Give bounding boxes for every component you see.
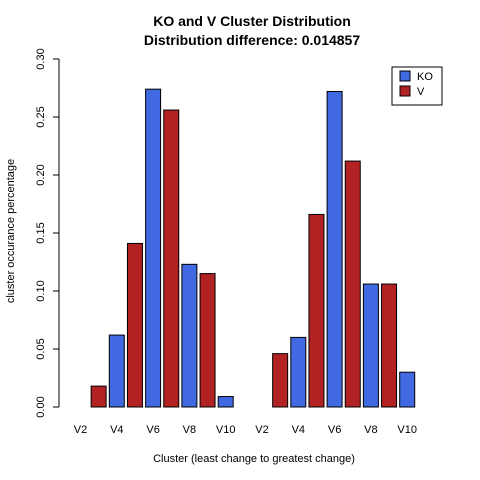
bar-v10	[217, 396, 234, 408]
bar-v3	[272, 353, 289, 408]
x-tick-label: V4	[292, 424, 305, 436]
legend-label-ko: KO	[417, 71, 433, 83]
y-tick-label: 0.00	[35, 396, 47, 417]
y-tick-label: 0.30	[35, 48, 47, 69]
x-tick-labels: V2 V4 V6 V8 V10 V2 V4 V6 V8 V10	[74, 424, 417, 436]
chart-subtitle: Distribution difference: 0.014857	[144, 32, 361, 48]
bar-v10	[399, 371, 416, 408]
y-tick-label: 0.05	[35, 338, 47, 359]
legend: KO V	[391, 66, 443, 106]
legend-label-v: V	[417, 86, 425, 98]
bar-v9	[381, 283, 398, 408]
bar-v8	[181, 263, 198, 408]
x-tick-label: V10	[397, 424, 417, 436]
y-tick-label: 0.20	[35, 164, 47, 185]
x-tick-label: V2	[255, 424, 268, 436]
x-tick-label: V8	[183, 424, 196, 436]
bar-v4	[108, 334, 125, 408]
x-tick-label: V8	[364, 424, 377, 436]
y-tick-label: 0.15	[35, 222, 47, 243]
legend-swatch-v	[399, 85, 411, 97]
bar-v7	[344, 160, 361, 408]
bar-v4	[290, 336, 307, 408]
bar-v8	[362, 283, 379, 408]
x-axis-label: Cluster (least change to greatest change…	[153, 453, 355, 465]
bars	[90, 88, 416, 408]
bar-v9	[199, 273, 216, 408]
bar-v6	[326, 90, 343, 408]
bar-v6	[145, 88, 162, 408]
legend-swatch-ko	[399, 70, 411, 82]
bar-v7	[163, 109, 180, 408]
x-tick-label: V6	[146, 424, 159, 436]
x-tick-label: V6	[328, 424, 341, 436]
y-axis-label: cluster occurance percentage	[5, 159, 17, 303]
x-tick-label: V2	[74, 424, 87, 436]
y-axis: 0.00 0.05 0.10 0.15 0.20 0.25 0.30	[35, 48, 60, 418]
bar-v3	[90, 385, 107, 408]
chart-title: KO and V Cluster Distribution	[153, 13, 351, 29]
bar-v5	[126, 242, 143, 408]
y-tick-label: 0.10	[35, 280, 47, 301]
bar-v5	[308, 213, 325, 408]
x-tick-label: V10	[216, 424, 236, 436]
y-tick-label: 0.25	[35, 106, 47, 127]
x-tick-label: V4	[110, 424, 123, 436]
